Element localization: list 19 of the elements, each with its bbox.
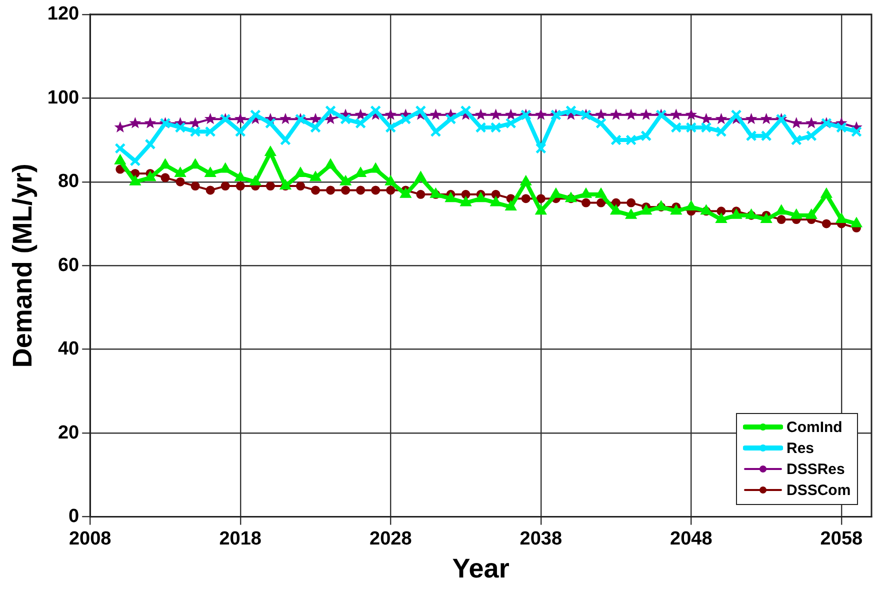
y-tick-label: 80 xyxy=(58,171,80,192)
x-tick-label: 2058 xyxy=(820,528,863,550)
y-tick-label: 100 xyxy=(47,87,80,108)
y-axis-title: Demand (ML/yr) xyxy=(8,164,38,368)
x-tick-label: 2018 xyxy=(219,528,262,550)
y-tick-label: 0 xyxy=(68,506,80,528)
x-axis-title: Year xyxy=(452,553,510,584)
legend-label: DSSCom xyxy=(786,482,851,499)
y-tick-label: 20 xyxy=(58,422,80,444)
legend-label: ComInd xyxy=(786,418,842,436)
x-tick-label: 2038 xyxy=(520,528,562,550)
x-tick-label: 2028 xyxy=(370,528,412,550)
legend-label: Res xyxy=(786,440,814,457)
y-tick-label: 60 xyxy=(58,254,80,276)
y-tick-label: 40 xyxy=(58,338,80,360)
x-tick-label: 2048 xyxy=(670,528,712,550)
y-tick-label: 120 xyxy=(47,4,80,25)
legend-label: DSSRes xyxy=(786,460,845,478)
x-tick-label: 2008 xyxy=(68,528,112,550)
